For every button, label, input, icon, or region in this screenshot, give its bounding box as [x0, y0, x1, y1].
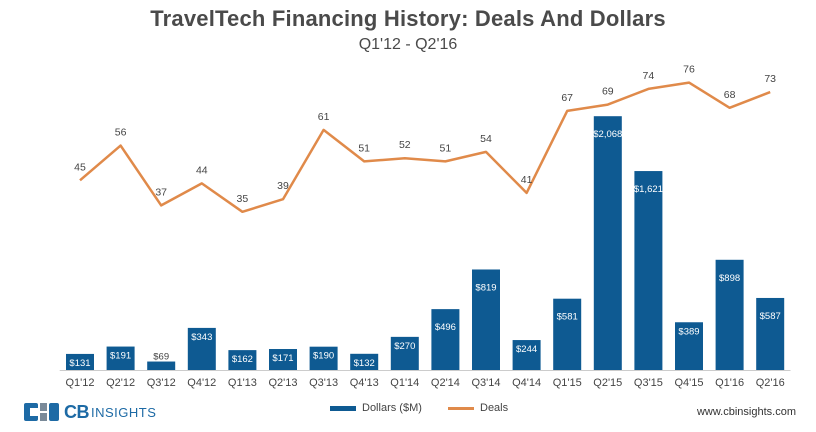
x-tick-Q3'15: Q3'15 — [634, 377, 663, 389]
bar-label-Q3'13: $190 — [313, 351, 334, 362]
legend-label-dollars: Dollars ($M) — [362, 402, 422, 414]
bar-Q2'12 — [106, 346, 135, 370]
bar-label-Q1'14: $270 — [394, 341, 415, 352]
bar-Q4'13 — [350, 353, 379, 370]
combo-chart: $131 $191 $69 $343 $162 $171 $190 $132 $270 $496 $… — [59, 64, 791, 389]
x-tick-Q1'12: Q1'12 — [65, 377, 94, 389]
bar-Q3'12 — [147, 361, 176, 370]
deal-label-Q3'12: 37 — [155, 186, 167, 198]
legend: Dollars ($M) Deals — [0, 402, 816, 422]
bar-Q1'13 — [228, 350, 257, 370]
deal-label-Q4'15: 76 — [683, 64, 695, 76]
chart-title: TravelTech Financing History: Deals And … — [150, 6, 666, 31]
x-tick-Q1'15: Q1'15 — [553, 377, 582, 389]
x-tick-Q2'16: Q2'16 — [756, 377, 785, 389]
bar-Q1'16 — [715, 259, 744, 370]
dollars-bar-labels: $131 $191 $69 $343 $162 $171 $190 $132 $270 $496 $… — [69, 129, 780, 369]
cb-insights-logo-icon — [24, 401, 60, 423]
bar-label-Q4'12: $343 — [191, 332, 212, 343]
bar-label-Q2'12: $191 — [110, 351, 131, 362]
bar-Q3'15 — [634, 171, 663, 370]
x-tick-Q2'13: Q2'13 — [268, 377, 297, 389]
legend-item-dollars: Dollars ($M) — [330, 402, 422, 414]
bar-Q2'15 — [593, 116, 622, 370]
logo-text-cb: CB — [64, 401, 90, 422]
x-tick-Q1'13: Q1'13 — [228, 377, 257, 389]
deals-point-labels: 45 56 37 44 35 39 61 51 52 51 54 41 67 69 74 76 68 73 — [74, 64, 776, 205]
bar-label-Q4'14: $244 — [516, 344, 537, 355]
bar-Q3'14 — [472, 269, 500, 370]
deal-label-Q4'12: 44 — [196, 164, 208, 176]
bar-Q1'14 — [390, 336, 419, 370]
bar-Q3'13 — [309, 346, 338, 370]
bar-label-Q2'14: $496 — [435, 322, 456, 333]
legend-swatch-dollars — [330, 405, 356, 411]
x-tick-Q1'14: Q1'14 — [390, 377, 419, 389]
bar-label-Q1'13: $162 — [232, 354, 253, 365]
deals-line-series — [79, 81, 771, 214]
deal-label-Q1'16: 68 — [724, 89, 736, 101]
deal-label-Q1'14: 52 — [399, 139, 411, 151]
x-tick-Q3'12: Q3'12 — [147, 377, 176, 389]
legend-swatch-deals — [448, 406, 474, 410]
bar-label-Q1'12: $131 — [69, 358, 90, 369]
dollars-bar-series — [59, 116, 791, 371]
deals-line — [79, 81, 771, 214]
x-tick-Q4'15: Q4'15 — [674, 377, 703, 389]
x-tick-Q3'14: Q3'14 — [471, 377, 500, 389]
cb-insights-logo: CB INSIGHTS — [24, 401, 156, 423]
bar-label-Q4'13: $132 — [354, 358, 375, 369]
bar-label-Q1'15: $581 — [557, 312, 578, 323]
x-tick-Q4'12: Q4'12 — [187, 377, 216, 389]
bar-label-Q4'15: $389 — [678, 326, 699, 337]
x-tick-Q2'14: Q2'14 — [431, 377, 460, 389]
deal-label-Q1'13: 35 — [237, 193, 249, 205]
deal-label-Q3'15: 74 — [643, 70, 655, 82]
chart-subtitle: Q1'12 - Q2'16 — [358, 36, 458, 53]
bar-label-Q2'15: $2,068 — [593, 129, 622, 140]
deal-label-Q3'14: 54 — [480, 133, 492, 145]
x-axis-tick-labels: Q1'12 Q2'12 Q3'12 Q4'12 Q1'13 Q2'13 Q3'13 Q4'13… — [65, 377, 784, 389]
x-tick-Q4'14: Q4'14 — [512, 377, 541, 389]
bar-Q4'14 — [512, 340, 541, 370]
x-tick-Q2'15: Q2'15 — [593, 377, 622, 389]
deal-label-Q3'13: 61 — [318, 111, 330, 123]
bar-label-Q3'15: $1,621 — [634, 184, 663, 195]
deal-label-Q2'13: 39 — [277, 180, 289, 192]
x-tick-Q4'13: Q4'13 — [350, 377, 379, 389]
x-tick-Q3'13: Q3'13 — [309, 377, 338, 389]
bar-Q2'13 — [269, 349, 297, 370]
bar-Q2'14 — [431, 309, 460, 370]
bar-label-Q3'14: $819 — [475, 282, 496, 293]
legend-label-deals: Deals — [480, 402, 509, 414]
logo-text-insights: INSIGHTS — [91, 404, 157, 420]
deal-label-Q4'13: 51 — [358, 142, 370, 154]
deal-label-Q1'15: 67 — [561, 92, 573, 104]
bar-Q1'12 — [66, 353, 94, 370]
deal-label-Q2'15: 69 — [602, 86, 614, 98]
bar-Q2'16 — [756, 297, 785, 370]
legend-item-deals: Deals — [448, 402, 508, 414]
source-url: www.cbinsights.com — [696, 406, 796, 418]
bar-Q4'15 — [675, 322, 703, 370]
bar-label-Q2'16: $587 — [760, 311, 781, 322]
bar-label-Q3'12: $69 — [153, 352, 169, 363]
deal-label-Q1'12: 45 — [74, 161, 86, 173]
deal-label-Q2'16: 73 — [764, 73, 776, 85]
deal-label-Q4'14: 41 — [521, 174, 533, 186]
deal-label-Q2'14: 51 — [440, 142, 452, 154]
x-tick-Q2'12: Q2'12 — [106, 377, 135, 389]
bar-label-Q2'13: $171 — [272, 353, 293, 364]
x-tick-Q1'16: Q1'16 — [715, 377, 744, 389]
bar-label-Q1'16: $898 — [719, 273, 740, 284]
bar-Q1'15 — [553, 298, 582, 370]
bar-Q4'12 — [187, 327, 216, 370]
deal-label-Q2'12: 56 — [115, 127, 127, 139]
